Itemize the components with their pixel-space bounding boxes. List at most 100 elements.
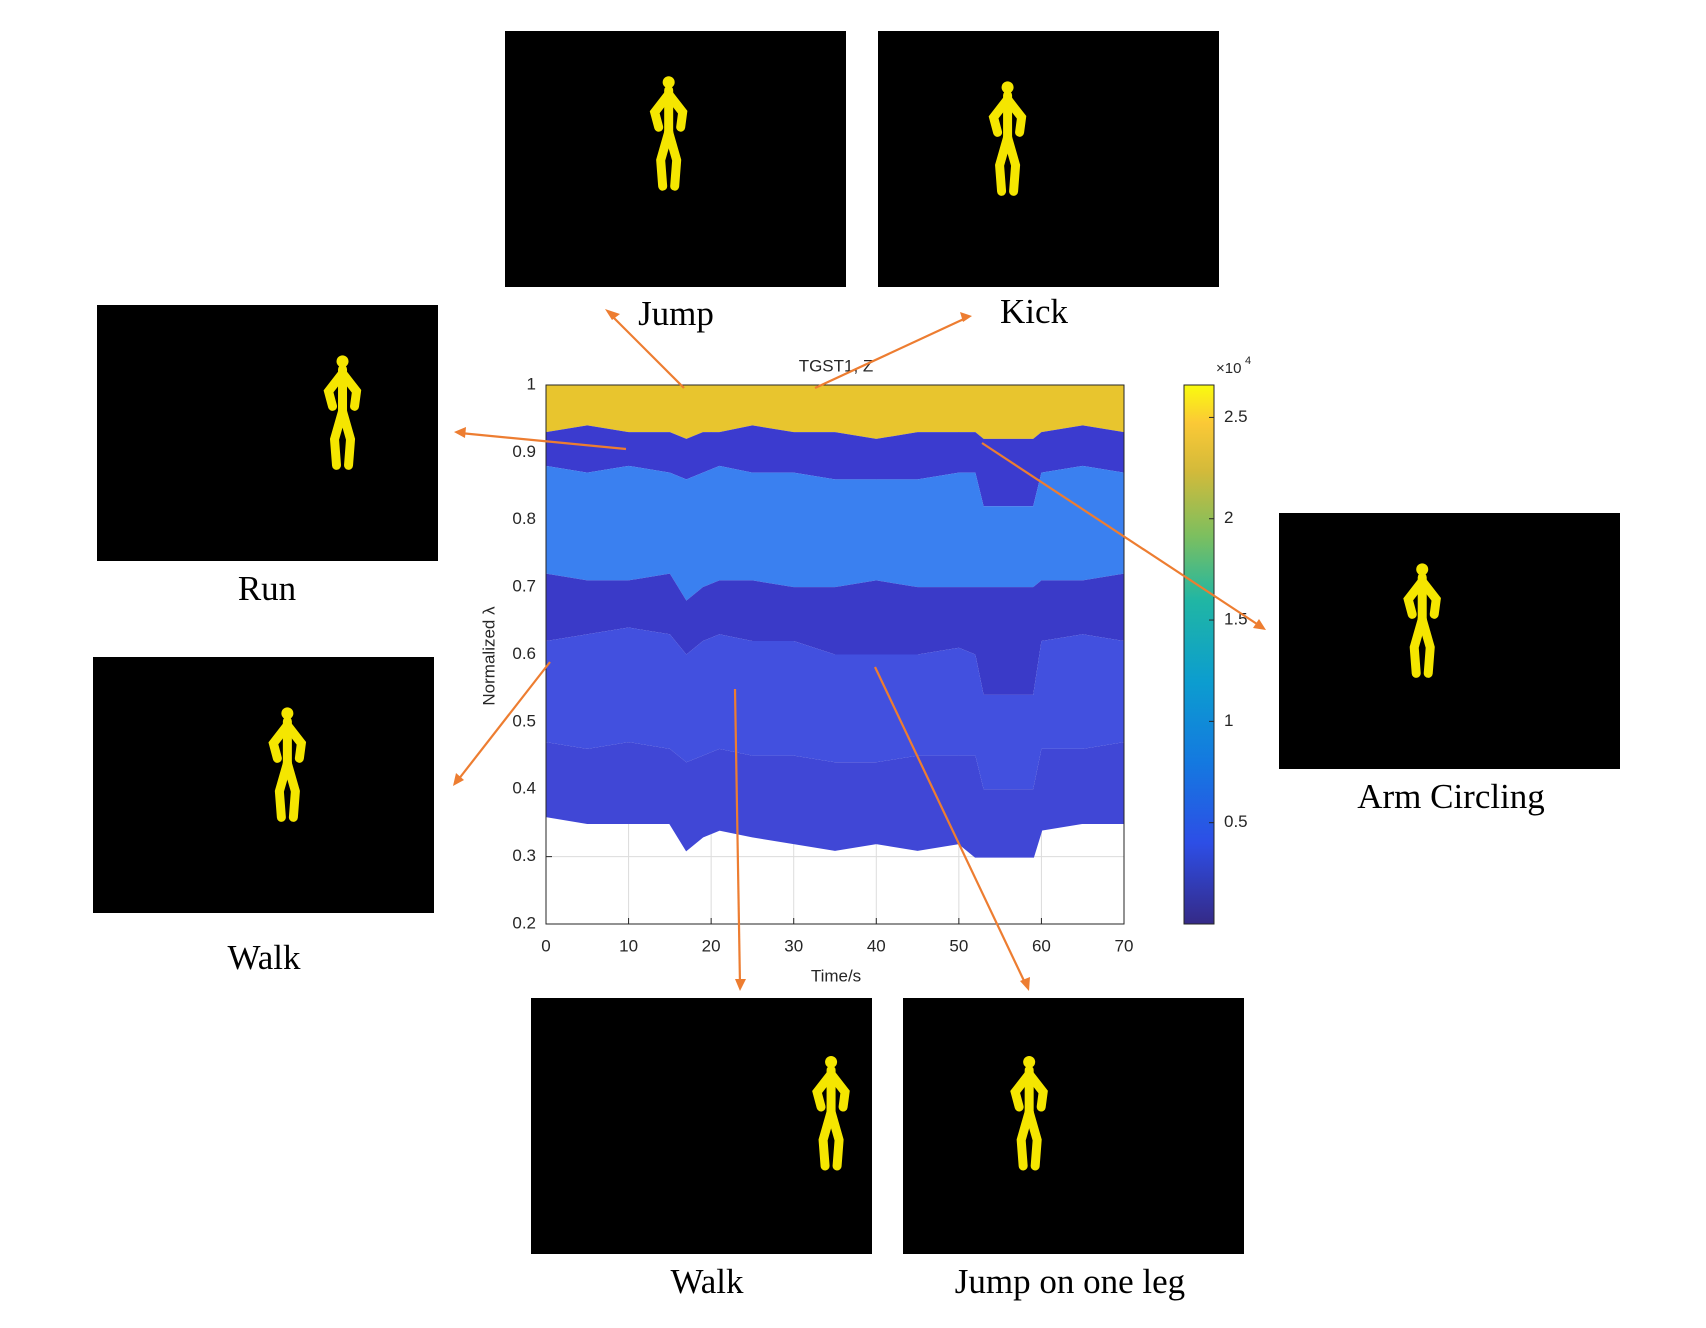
panels: Jump Kick Run Walk Arm Circling Walk Jump on o…: [93, 31, 1620, 1301]
panel-image: [903, 998, 1244, 1254]
area-band: [546, 425, 1124, 507]
panel-image: [1279, 513, 1620, 769]
figure-head: [1001, 81, 1014, 94]
y-tick-label: 0.8: [512, 509, 536, 528]
y-tick-label: 1: [527, 374, 536, 393]
figure-leg: [1003, 132, 1021, 196]
x-tick-label: 0: [541, 936, 550, 955]
figure-leg: [1417, 614, 1435, 678]
area-edge: [545, 815, 1124, 858]
figure-head: [662, 76, 675, 89]
figure-arm: [664, 89, 688, 132]
x-tick-label: 30: [784, 936, 803, 955]
panel-label: Walk: [228, 938, 301, 977]
x-tick-label: 10: [619, 936, 638, 955]
arrow: [874, 666, 1027, 986]
figure-arm: [1417, 576, 1441, 619]
plot: 0 10 20 30 40 50 60 70 0.2 0.3 0.4 0.5 0.6 0.7 0.8 0.9 1…: [512, 374, 1247, 955]
figure-arm: [323, 368, 348, 411]
stick-figure: [268, 707, 307, 822]
area-band: [546, 385, 1124, 439]
arrowhead: [1253, 619, 1266, 630]
stick-figure: [1403, 563, 1441, 678]
arrow: [459, 431, 627, 451]
figure-arm: [1010, 1069, 1034, 1112]
colorbar-tick-label: 0.5: [1224, 812, 1248, 831]
figure-arm: [338, 368, 362, 411]
colorbar-multiplier: ×10: [1216, 360, 1241, 377]
figure-leg: [1409, 614, 1427, 678]
figure-arm: [1024, 1069, 1048, 1112]
arrow: [814, 317, 967, 389]
figure-arm: [649, 89, 674, 132]
y-tick-label: 0.6: [512, 644, 536, 663]
y-tick-label: 0.3: [512, 846, 536, 865]
colorbar-tick-label: 2.5: [1224, 407, 1248, 426]
y-tick-label: 0.4: [512, 779, 536, 798]
x-tick-label: 50: [949, 936, 968, 955]
arrows: [453, 309, 1266, 991]
figure-arm: [1403, 576, 1427, 619]
panel-label: Run: [238, 569, 296, 608]
x-tick-label: 60: [1032, 936, 1051, 955]
panel-label: Jump: [638, 294, 714, 333]
figure-arm: [268, 720, 292, 763]
y-axis-label: Normalized λ: [479, 606, 498, 706]
colorbar-exponent: 4: [1245, 355, 1251, 367]
figure-leg: [274, 758, 292, 822]
axes-box: [545, 384, 1125, 925]
y-tick-label: 0.7: [512, 577, 536, 596]
x-tick-label: 40: [867, 936, 886, 955]
x-tick-label: 70: [1115, 936, 1134, 955]
stick-figure: [323, 355, 362, 470]
figure-arm: [1003, 94, 1027, 137]
figure-leg: [1016, 1107, 1034, 1171]
figure-leg: [338, 406, 356, 470]
figure-leg: [329, 406, 348, 470]
figure-head: [281, 707, 294, 720]
x-tick-label: 20: [702, 936, 721, 955]
figure-arm: [282, 720, 307, 763]
figure-leg: [1024, 1107, 1042, 1171]
area-band: [546, 573, 1124, 695]
panel-label: Jump on one leg: [955, 1262, 1185, 1301]
panel-label: Arm Circling: [1357, 777, 1545, 816]
arrow: [981, 442, 1261, 627]
area-band: [546, 465, 1124, 601]
figure-arm: [812, 1069, 836, 1112]
figure-leg: [818, 1107, 836, 1171]
y-tick-label: 0.2: [512, 913, 536, 932]
panel-image: [531, 998, 872, 1254]
arrowhead: [1020, 977, 1030, 991]
arrowhead: [960, 312, 972, 322]
figure-head: [825, 1056, 838, 1068]
x-axis-label: Time/s: [811, 966, 861, 985]
figure-leg: [656, 127, 674, 191]
y-tick-label: 0.9: [512, 442, 536, 461]
arrow: [457, 661, 551, 781]
figure-head: [336, 355, 349, 368]
area-band: [546, 742, 1124, 857]
panel-image: [878, 31, 1219, 287]
panel-image: [93, 657, 434, 913]
figure-head: [1023, 1056, 1036, 1068]
figure-leg: [995, 132, 1013, 196]
arrow: [733, 688, 742, 986]
arrowhead: [453, 773, 464, 786]
arrowhead: [605, 309, 620, 320]
area-band: [546, 627, 1124, 790]
arrowhead: [454, 427, 466, 438]
arrow: [609, 313, 685, 389]
arrowhead: [735, 979, 746, 991]
panel-label: Kick: [1000, 292, 1069, 331]
colorbar-tick-label: 1.5: [1224, 610, 1248, 629]
figure-leg: [664, 127, 682, 191]
figure-arm: [826, 1069, 850, 1112]
figure-leg: [826, 1107, 844, 1171]
colorbar-tick-label: 1: [1224, 711, 1233, 730]
stick-figure: [1010, 1056, 1048, 1171]
panel-label: Walk: [671, 1262, 744, 1301]
stick-figure: [649, 76, 688, 191]
y-tick-label: 0.5: [512, 711, 536, 730]
